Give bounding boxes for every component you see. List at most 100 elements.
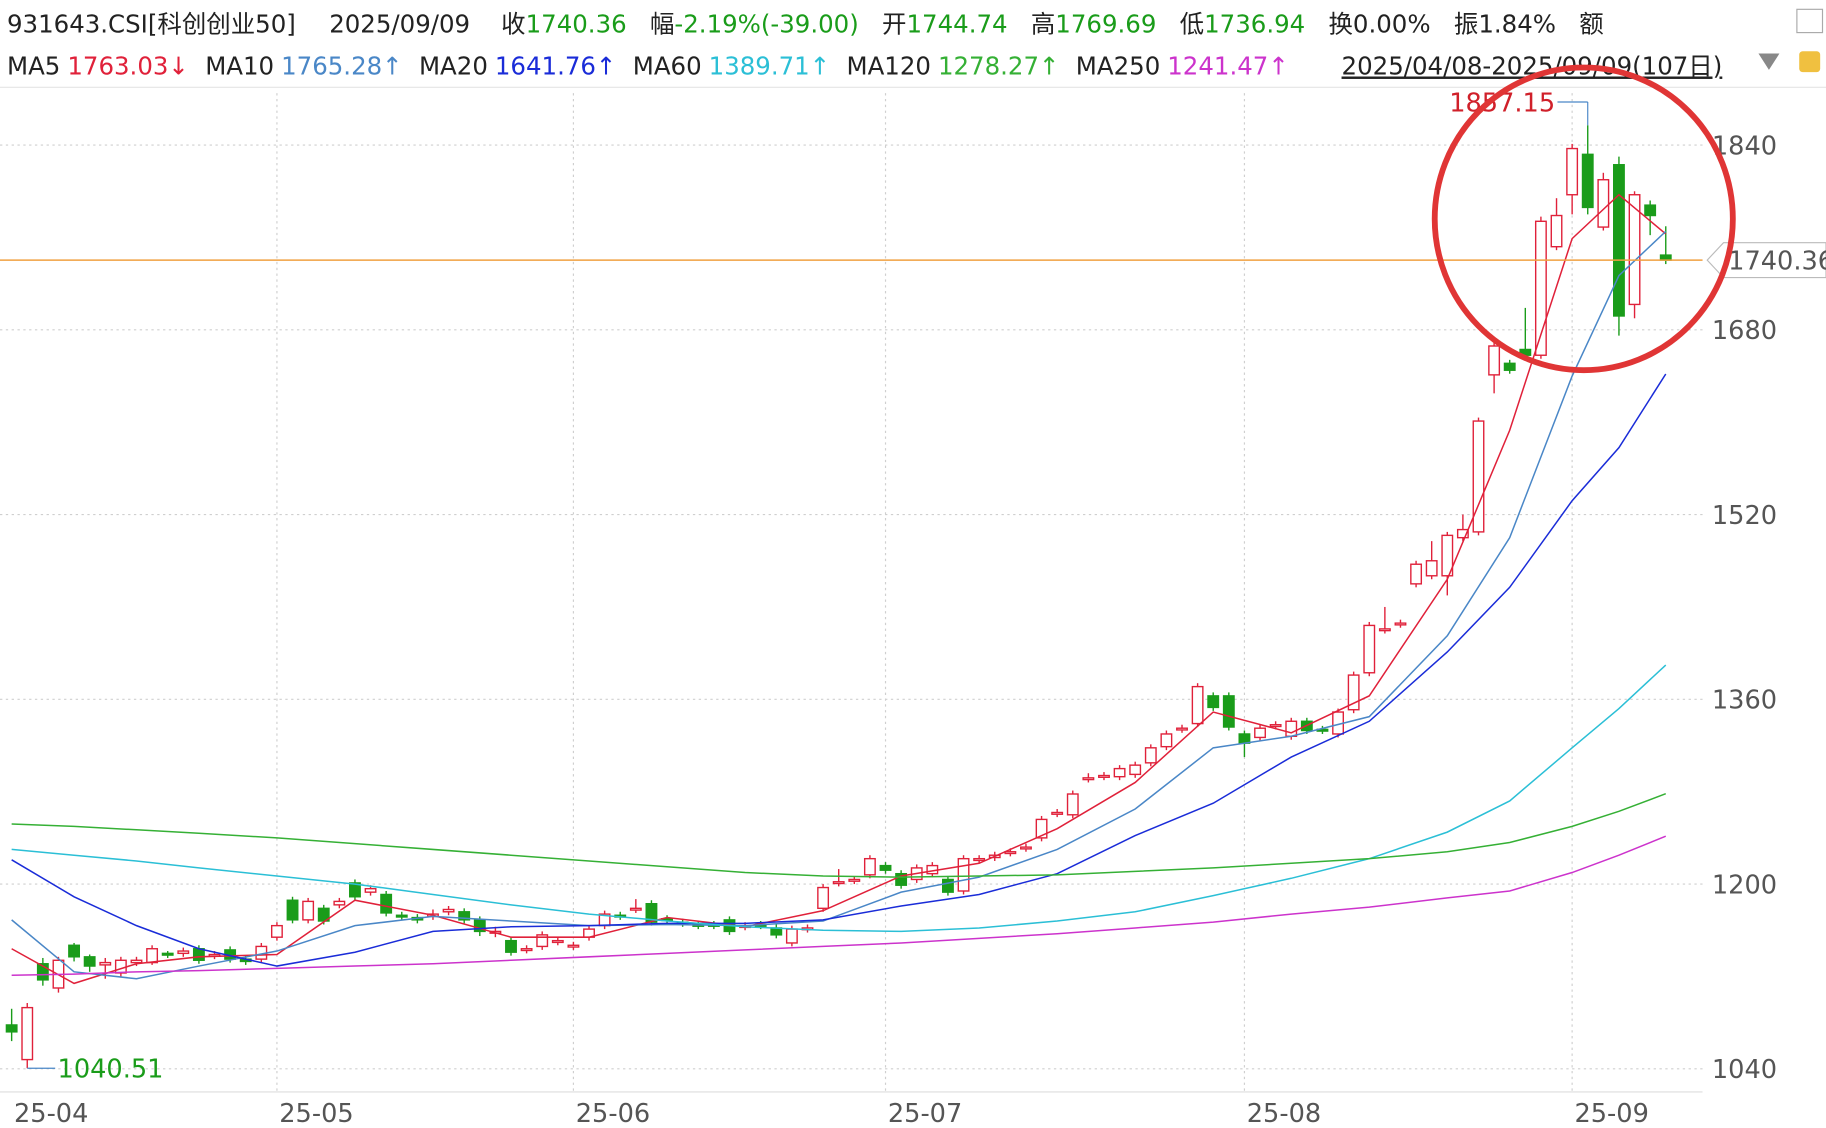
y-tick-label: 1040 — [1712, 1055, 1777, 1085]
candle-body — [567, 944, 580, 948]
candle-body — [1378, 628, 1391, 632]
candle-body — [1628, 194, 1641, 306]
candle-body — [36, 963, 49, 981]
candle-body — [1254, 727, 1266, 739]
ma-line — [11, 230, 1667, 980]
candle-body — [1176, 727, 1188, 731]
field-label: 收 — [501, 10, 525, 39]
candle-body — [286, 899, 299, 921]
candle-body — [629, 907, 642, 911]
ma-legend: MA5 1763.03↓ MA10 1765.28↑ MA20 1641.76↑ MA60 1… — [7, 52, 1289, 81]
legend-name: MA20 — [419, 52, 488, 81]
candle-body — [1082, 777, 1095, 781]
candle-body — [458, 911, 471, 921]
candle-body — [177, 950, 190, 955]
candle-body — [364, 887, 377, 893]
candle-body — [5, 1024, 18, 1033]
candle-body — [114, 959, 127, 974]
candle-body — [785, 928, 798, 944]
y-tick-label: 1840 — [1712, 131, 1777, 161]
candle-body — [161, 952, 174, 956]
highlight-circle — [1431, 64, 1736, 374]
candle-body — [505, 939, 517, 953]
candle-body — [1238, 733, 1251, 744]
field-value: 1.84% — [1478, 10, 1556, 39]
code: 931643.CSI[科创创业50] — [7, 10, 296, 39]
ma-line — [11, 835, 1667, 977]
candle-body — [380, 893, 393, 914]
candle-body — [130, 959, 143, 964]
y-tick-label: 1200 — [1712, 870, 1777, 900]
candle-body — [317, 907, 330, 922]
legend-value: 1278.27↑ — [938, 52, 1060, 81]
x-tick-label: 25-04 — [14, 1099, 88, 1128]
legend-value: 1641.76↑ — [495, 52, 617, 81]
candle-body — [1472, 420, 1485, 533]
candle-body — [973, 857, 986, 862]
price-tag-label: 1740.36 — [1728, 246, 1826, 276]
lock-icon[interactable] — [1799, 51, 1821, 73]
field-label: 幅 — [650, 10, 674, 39]
candle-body — [536, 934, 549, 948]
dropdown-icon[interactable] — [1758, 53, 1780, 70]
candle-body — [1347, 674, 1360, 711]
candle-body — [349, 882, 361, 898]
candle-body — [1488, 345, 1501, 376]
toolbar-icon[interactable] — [1796, 8, 1824, 34]
candle-body — [1285, 720, 1298, 737]
candle-body — [1550, 214, 1563, 248]
candle-body — [1410, 563, 1423, 585]
candle-body — [1394, 622, 1407, 626]
candle-body — [83, 956, 96, 967]
candle-body — [333, 900, 346, 906]
field-value: 1736.94 — [1204, 10, 1305, 39]
candle-body — [99, 961, 112, 966]
candle-body — [957, 857, 970, 892]
candle-body — [1066, 793, 1079, 816]
candle-body — [1581, 153, 1594, 209]
candle-body — [817, 886, 830, 910]
candle-body — [1004, 851, 1017, 855]
field-label: 换 — [1328, 10, 1352, 39]
x-tick-label: 25-07 — [888, 1099, 962, 1128]
candle-body — [895, 872, 908, 886]
candle-body — [1425, 560, 1438, 577]
candle-body — [270, 924, 283, 938]
min-label: 1040.51 — [58, 1055, 164, 1085]
candle-body — [1020, 846, 1032, 850]
candle-body — [863, 857, 876, 876]
legend-name: MA120 — [846, 52, 930, 81]
candle-body — [68, 944, 81, 958]
candle-body — [1129, 764, 1142, 776]
candle-body — [1566, 147, 1579, 196]
candle-body — [1613, 164, 1625, 317]
candle-body — [1534, 220, 1547, 356]
legend-value: 1241.47↑ — [1167, 52, 1289, 81]
legend-value: 1389.71↑ — [709, 52, 831, 81]
candle-body — [879, 864, 892, 871]
x-tick-label: 25-05 — [279, 1099, 353, 1128]
field-value: 1744.74 — [906, 10, 1007, 39]
y-tick-label: 1680 — [1712, 316, 1777, 346]
ma-line — [11, 792, 1667, 878]
candle-body — [1644, 204, 1657, 217]
x-tick-label: 25-09 — [1574, 1099, 1648, 1128]
candle-body — [520, 948, 533, 952]
legend-name: MA10 — [205, 52, 274, 81]
candle-body — [1160, 733, 1173, 748]
candle-body — [395, 914, 408, 918]
candle-body — [21, 1006, 34, 1061]
candle-body — [146, 948, 159, 964]
candle-body — [848, 878, 861, 882]
candle-body — [1456, 528, 1469, 539]
field-label: 低 — [1180, 10, 1204, 39]
field-label: 高 — [1031, 10, 1055, 39]
legend-name: MA5 — [7, 52, 60, 81]
field-label: 开 — [882, 10, 906, 39]
candle-body — [1222, 695, 1235, 728]
x-tick-label: 25-06 — [576, 1099, 650, 1128]
candle-body — [551, 939, 564, 944]
candle-body — [1113, 767, 1126, 778]
